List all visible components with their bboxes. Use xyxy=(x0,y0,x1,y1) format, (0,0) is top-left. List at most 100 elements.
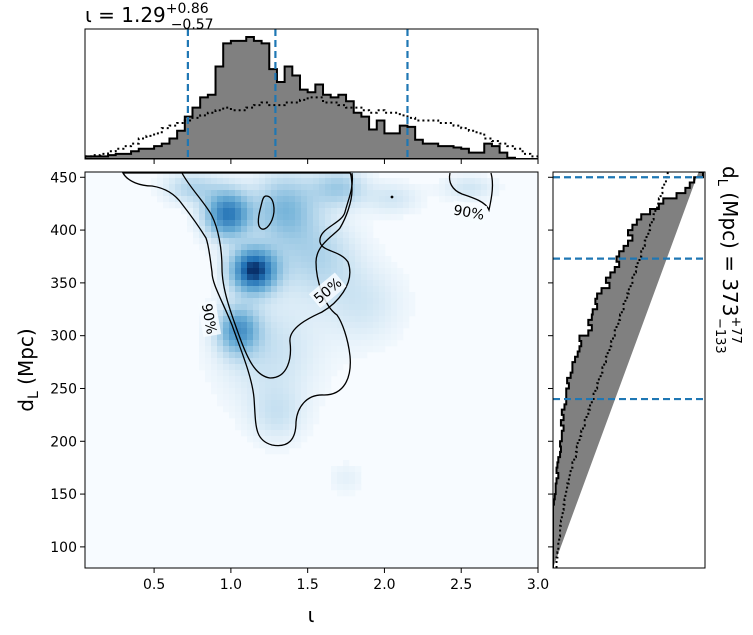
density-cell xyxy=(325,376,332,383)
density-cell xyxy=(235,220,242,227)
density-cell xyxy=(271,262,278,269)
density-cell xyxy=(283,418,290,425)
density-cell xyxy=(265,364,272,371)
density-cell xyxy=(475,190,482,197)
density-cell xyxy=(391,298,398,305)
density-cell xyxy=(259,364,266,371)
density-cell xyxy=(349,466,356,473)
density-cell xyxy=(319,304,326,311)
density-cell xyxy=(235,298,242,305)
density-cell xyxy=(313,358,320,365)
density-cell xyxy=(271,214,278,221)
density-cell xyxy=(277,418,284,425)
density-cell xyxy=(373,238,380,245)
density-cell xyxy=(169,196,176,203)
density-cell xyxy=(397,202,404,209)
density-cell xyxy=(229,202,236,209)
density-cell xyxy=(229,370,236,377)
density-cell xyxy=(343,190,350,197)
density-cell xyxy=(349,478,356,485)
density-cell xyxy=(247,178,254,185)
density-cell xyxy=(373,190,380,197)
density-cell xyxy=(265,448,272,455)
density-cell xyxy=(271,172,278,179)
density-cell xyxy=(283,394,290,401)
density-cell xyxy=(217,370,224,377)
density-cell xyxy=(301,286,308,293)
density-cell xyxy=(241,190,248,197)
density-cell xyxy=(307,274,314,281)
density-cell xyxy=(223,376,230,383)
density-cell xyxy=(307,250,314,257)
density-cell xyxy=(397,286,404,293)
density-cell xyxy=(253,226,260,233)
contour-90-island xyxy=(448,172,494,213)
density-cell xyxy=(331,214,338,221)
density-cell xyxy=(265,292,272,299)
density-cell xyxy=(295,208,302,215)
density-cell xyxy=(277,448,284,455)
density-cell xyxy=(355,334,362,341)
density-cell xyxy=(289,178,296,185)
density-cell xyxy=(301,376,308,383)
x-tick-label: 0.5 xyxy=(143,577,165,593)
density-cell xyxy=(343,208,350,215)
density-cell xyxy=(439,190,446,197)
density-cell xyxy=(403,178,410,185)
density-cell xyxy=(277,316,284,323)
contour-dot xyxy=(390,195,394,199)
density-cell xyxy=(289,352,296,359)
density-cell xyxy=(223,304,230,311)
density-cell xyxy=(265,298,272,305)
density-cell xyxy=(343,274,350,281)
density-cell xyxy=(217,232,224,239)
density-cell xyxy=(349,220,356,227)
y-label-rest: (Mpc) xyxy=(14,328,38,391)
density-cell xyxy=(349,244,356,251)
density-cell xyxy=(289,280,296,287)
density-cell xyxy=(307,244,314,251)
density-cell xyxy=(241,184,248,191)
density-cell xyxy=(241,208,248,215)
density-cell xyxy=(283,424,290,431)
density-cell xyxy=(337,268,344,275)
density-cell xyxy=(355,346,362,353)
density-cell xyxy=(367,316,374,323)
density-cell xyxy=(349,214,356,221)
density-cell xyxy=(265,256,272,263)
density-cell xyxy=(307,172,314,179)
density-cell xyxy=(235,232,242,239)
density-cell xyxy=(253,196,260,203)
density-cell xyxy=(343,352,350,359)
density-cell xyxy=(205,364,212,371)
density-cell xyxy=(253,268,260,275)
density-cell xyxy=(265,214,272,221)
density-cell xyxy=(229,352,236,359)
density-cell xyxy=(277,298,284,305)
density-cell xyxy=(271,448,278,455)
density-cell xyxy=(265,352,272,359)
density-cell xyxy=(211,274,218,281)
density-cell xyxy=(253,322,260,329)
density-cell xyxy=(259,172,266,179)
density-cell xyxy=(241,328,248,335)
y-label-main: d xyxy=(14,399,38,412)
density-cell xyxy=(427,184,434,191)
density-cell xyxy=(307,424,314,431)
density-cell xyxy=(235,358,242,365)
density-cell xyxy=(313,226,320,233)
density-cell xyxy=(391,178,398,185)
density-cell xyxy=(379,190,386,197)
density-cell xyxy=(289,364,296,371)
density-cell xyxy=(319,244,326,251)
density-cell xyxy=(331,196,338,203)
joint-panel-ticks: 0.5 1.0 1.5 2.0 2.5 3.0 100 150 200 250 300 350 400 4… xyxy=(50,170,549,593)
density-cell xyxy=(283,388,290,395)
density-cell xyxy=(295,250,302,257)
density-cell xyxy=(319,178,326,185)
density-cell xyxy=(367,220,374,227)
density-cell xyxy=(205,340,212,347)
density-cell xyxy=(289,208,296,215)
density-cell xyxy=(187,178,194,185)
